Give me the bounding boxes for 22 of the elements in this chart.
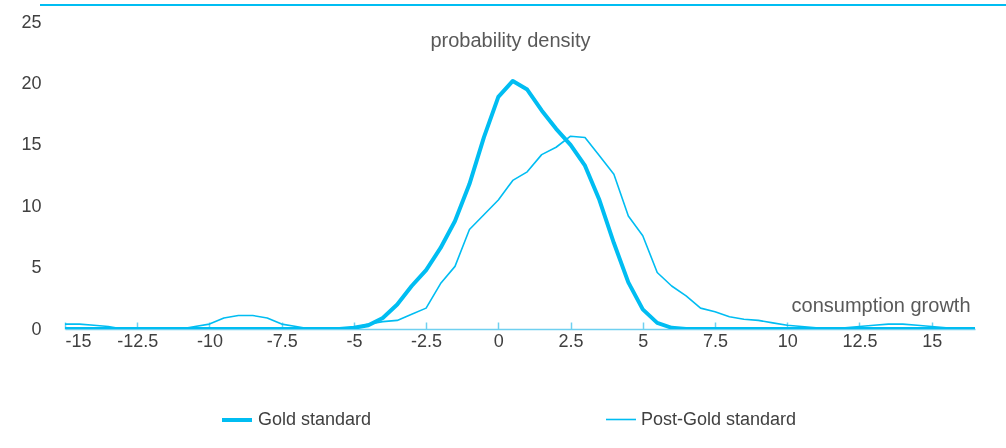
- x-tick-label: 12.5: [842, 330, 878, 351]
- x-tick-label: 10: [777, 330, 798, 351]
- y-axis-title: probability density: [430, 28, 591, 51]
- x-tick-label: -12.5: [117, 330, 159, 351]
- y-tick-label: 20: [21, 72, 42, 93]
- y-tick-label: 10: [21, 195, 42, 216]
- x-tick-label: -15: [65, 330, 92, 351]
- x-tick-label: -5: [346, 330, 363, 351]
- y-tick-label: 15: [21, 134, 42, 155]
- x-tick-label: -7.5: [266, 330, 298, 351]
- y-tick-label: 25: [21, 11, 42, 32]
- x-tick-label: 5: [638, 330, 649, 351]
- x-tick-label: 7.5: [702, 330, 729, 351]
- x-tick-label: 15: [922, 330, 943, 351]
- legend-label: Gold standard: [258, 409, 372, 429]
- legend-label: Post-Gold standard: [641, 408, 797, 429]
- x-tick-label: 0: [493, 330, 504, 351]
- y-tick-label: 5: [31, 257, 42, 278]
- x-tick-label: -10: [196, 330, 223, 351]
- x-tick-label: -2.5: [411, 330, 443, 351]
- x-tick-label: 2.5: [558, 330, 584, 351]
- x-axis-title: consumption growth: [791, 293, 971, 316]
